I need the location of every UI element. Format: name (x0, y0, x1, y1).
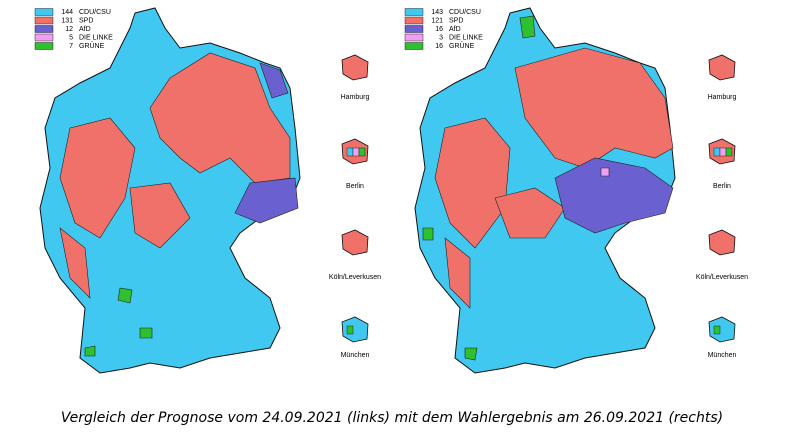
legend-count: 144 (61, 9, 73, 16)
legend-swatch (34, 33, 54, 42)
region (59, 117, 136, 239)
region (464, 347, 478, 361)
legend-swatch (404, 33, 424, 42)
city-label: Berlin (713, 183, 731, 190)
city-label: München (341, 352, 370, 359)
region (434, 117, 511, 249)
city-label: Köln/Leverkusen (329, 274, 381, 281)
legend-party: DIE LINKE (79, 34, 113, 41)
city-label: Hamburg (708, 94, 737, 101)
city-district (713, 325, 721, 335)
city-label: Köln/Leverkusen (696, 274, 748, 281)
legend-party: CDU/CSU (449, 9, 481, 16)
legend-count: 143 (431, 9, 443, 16)
legend-count: 121 (431, 17, 443, 24)
legend-swatch (404, 16, 424, 25)
germany-map (39, 7, 301, 374)
legend-swatch (34, 25, 54, 33)
city-inset (708, 54, 736, 81)
legend-party: GRÜNE (79, 42, 105, 50)
legend-swatch (34, 8, 54, 16)
region (422, 227, 434, 241)
city-label: Berlin (346, 183, 364, 190)
region (519, 15, 536, 39)
region (259, 62, 289, 99)
city-label: Hamburg (341, 94, 370, 101)
city-label: München (708, 352, 737, 359)
legend-count: 16 (435, 43, 443, 50)
region (129, 182, 191, 249)
legend-swatch (404, 25, 424, 33)
legend-swatch (34, 16, 54, 25)
legend-party: AfD (449, 26, 461, 33)
region (117, 287, 133, 304)
city-district (725, 147, 733, 157)
city-inset (708, 316, 736, 343)
city-district (352, 147, 360, 157)
legend-count: 7 (69, 43, 73, 50)
region (59, 227, 91, 299)
region (554, 157, 674, 234)
region (139, 327, 153, 339)
region (494, 187, 566, 239)
legend-party: GRÜNE (449, 42, 475, 50)
legend-count: 5 (69, 34, 73, 41)
germany-map (414, 7, 676, 374)
legend-swatch (404, 42, 424, 50)
city-district (346, 147, 354, 157)
city-district (346, 325, 354, 335)
city-inset (341, 229, 369, 256)
city-inset (708, 229, 736, 256)
city-inset (341, 54, 369, 81)
legend-count: 16 (435, 26, 443, 33)
legend-party: SPD (449, 17, 463, 24)
legend-swatch (34, 42, 54, 50)
caption: Vergleich der Prognose vom 24.09.2021 (l… (61, 410, 723, 426)
legend-party: SPD (79, 17, 93, 24)
region (234, 177, 299, 224)
legend-count: 131 (61, 17, 73, 24)
region (600, 167, 610, 177)
legend-count: 3 (439, 34, 443, 41)
region (444, 237, 471, 309)
legend-party: DIE LINKE (449, 34, 483, 41)
city-inset (341, 316, 369, 343)
city-district (719, 147, 727, 157)
city-district (713, 147, 721, 157)
legend-count: 12 (65, 26, 73, 33)
legend-party: CDU/CSU (79, 9, 111, 16)
legend-party: AfD (79, 26, 91, 33)
region (84, 345, 96, 357)
region (514, 47, 674, 169)
city-district (358, 147, 366, 157)
legend-swatch (404, 8, 424, 16)
